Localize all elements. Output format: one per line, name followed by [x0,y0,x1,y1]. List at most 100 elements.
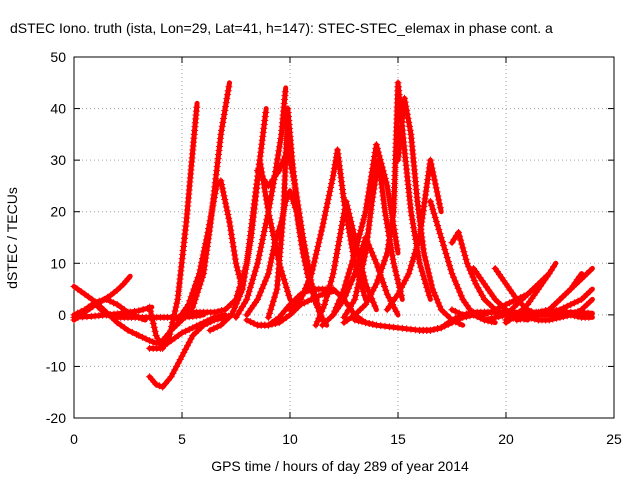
data-point-marker [385,294,393,302]
data-point-marker [173,362,181,370]
data-point-marker [264,208,272,216]
data-point-marker [348,221,356,229]
data-point-marker [74,285,82,293]
data-point-marker [383,290,391,298]
data-point-marker [379,279,387,287]
data-point-marker [344,273,352,281]
data-point-marker [408,212,416,220]
data-point-marker [262,220,270,228]
chart-title: dSTEC Iono. truth (ista, Lon=29, Lat=41,… [10,20,553,36]
data-point-marker [251,267,259,275]
data-point-marker [232,259,240,267]
data-point-marker [190,299,198,307]
data-point-marker [474,284,482,292]
data-point-marker [419,271,427,279]
data-point-marker [423,283,431,291]
data-point-marker [267,258,275,266]
data-point-marker [182,345,190,353]
data-point-marker [381,257,388,265]
data-point-marker [476,288,484,296]
data-point-marker [226,218,234,226]
data-point-marker [323,293,331,301]
data-point-marker [217,130,225,138]
data-point-marker [303,257,311,265]
data-point-marker [330,168,338,176]
data-point-marker [480,316,488,324]
data-point-marker [142,335,150,343]
data-point-marker [275,166,283,174]
data-point-marker [268,301,276,309]
y-tick-label: 10 [50,255,66,271]
data-point-marker [376,268,384,276]
data-point-marker [200,247,208,255]
data-point-marker [325,285,333,293]
data-point-marker [431,180,439,188]
data-point-marker [502,316,510,324]
data-point-marker [467,270,475,278]
data-point-marker [421,195,429,203]
data-point-marker [409,220,417,228]
data-point-marker [255,292,263,300]
data-point-marker [221,107,229,115]
data-point-marker [442,250,450,258]
data-point-marker [384,190,392,198]
data-point-marker [488,307,496,315]
data-point-marker [545,306,553,314]
data-point-marker [427,160,435,168]
data-point-marker [423,183,431,191]
data-point-marker [435,196,443,204]
grid-lines [74,57,614,418]
data-point-marker [299,234,307,241]
data-point-marker [567,311,575,319]
data-point-marker [280,275,288,283]
data-point-marker [371,302,379,310]
data-point-marker [152,331,160,339]
data-point-marker [259,232,267,240]
data-point-marker [329,311,337,319]
data-point-marker [319,304,327,312]
data-point-marker [385,237,393,245]
data-point-marker [371,181,379,189]
data-point-marker [401,98,409,106]
data-point-marker [264,212,272,220]
data-point-marker [340,285,348,293]
data-point-marker [338,221,346,229]
data-point-marker [322,207,330,215]
data-point-marker [430,289,438,297]
data-point-marker [281,88,289,96]
data-point-marker [184,301,192,309]
data-point-marker [106,297,114,305]
data-point-marker [408,216,416,224]
data-point-marker [292,185,300,193]
data-point-marker [116,283,124,291]
data-point-marker [382,212,390,220]
data-point-marker [110,313,118,321]
data-point-marker [316,311,324,319]
data-point-marker [456,232,464,240]
data-point-marker [372,280,380,288]
data-point-marker [305,277,313,285]
data-point-marker [308,270,316,278]
data-point-marker [381,282,388,290]
data-point-marker [269,246,277,254]
data-point-marker [424,265,432,273]
data-point-marker [357,268,365,276]
data-point-marker [563,310,571,318]
data-point-marker [374,276,382,284]
data-point-marker [346,213,354,221]
y-tick-label: -20 [46,410,66,426]
data-point-marker [217,177,225,185]
data-point-marker [454,228,462,236]
data-point-marker [167,373,175,381]
data-point-marker [77,307,85,315]
data-point-marker [243,316,251,324]
data-point-marker [424,287,432,295]
data-point-marker [161,380,169,388]
data-point-marker [147,311,155,319]
data-point-marker [354,317,362,325]
data-point-marker [574,297,582,305]
data-point-marker [509,314,517,322]
data-point-marker [385,194,393,202]
data-point-marker [430,172,438,180]
data-point-marker [210,308,218,316]
